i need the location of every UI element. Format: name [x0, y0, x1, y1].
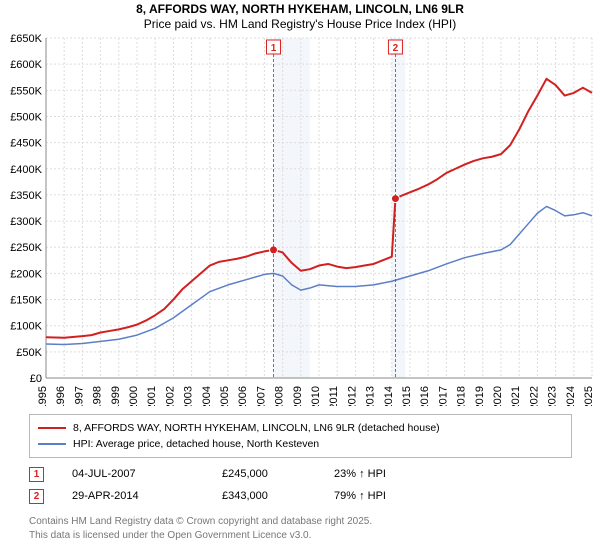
event-hpi: 79% ↑ HPI [334, 490, 386, 502]
event-date: 04-JUL-2007 [72, 468, 222, 480]
y-tick-label: £500K [10, 111, 42, 123]
x-tick-label: 2006 [237, 386, 249, 406]
event-date: 29-APR-2014 [72, 490, 222, 502]
x-tick-label: 2009 [292, 386, 304, 406]
x-tick-label: 1996 [55, 386, 67, 406]
event-number: 2 [29, 489, 44, 504]
y-tick-label: £650K [10, 34, 42, 45]
x-tick-label: 2012 [346, 386, 358, 406]
x-tick-label: 2020 [492, 386, 504, 406]
x-tick-label: 1997 [73, 386, 85, 406]
x-tick-label: 2005 [219, 386, 231, 406]
y-tick-label: £50K [16, 347, 42, 359]
legend: 8, AFFORDS WAY, NORTH HYKEHAM, LINCOLN, … [29, 414, 572, 458]
event-price: £245,000 [222, 468, 334, 480]
y-tick-label: £350K [10, 190, 42, 202]
x-tick-label: 2004 [201, 386, 213, 406]
event-number: 1 [29, 467, 44, 482]
x-tick-label: 2025 [583, 386, 595, 406]
x-tick-label: 2017 [437, 386, 449, 406]
x-tick-label: 2018 [456, 386, 468, 406]
x-tick-label: 2003 [183, 386, 195, 406]
sale-marker-number: 2 [393, 43, 399, 54]
x-tick-label: 2013 [365, 386, 377, 406]
x-tick-label: 2022 [528, 386, 540, 406]
x-tick-label: 2015 [401, 386, 413, 406]
chart-title-block: 8, AFFORDS WAY, NORTH HYKEHAM, LINCOLN, … [0, 0, 600, 31]
chart-area: £0 £50K £100K £150K £200K £250K £300K £350K £400… [0, 34, 600, 406]
x-tick-label: 2001 [146, 386, 158, 406]
attribution-footer: Contains HM Land Registry data © Crown c… [29, 515, 572, 542]
y-tick-label: £300K [10, 216, 42, 228]
y-tick-label: £400K [10, 164, 42, 176]
x-tick-label: 2024 [565, 386, 577, 406]
event-hpi: 23% ↑ HPI [334, 468, 386, 480]
chart-subtitle: Price paid vs. HM Land Registry's House … [0, 17, 600, 31]
x-tick-label: 1998 [92, 386, 104, 406]
y-tick-label: £0 [30, 373, 42, 385]
x-tick-label: 2010 [310, 386, 322, 406]
x-tick-label: 2014 [383, 386, 395, 406]
y-tick-label: £100K [10, 321, 42, 333]
x-tick-label: 2002 [164, 386, 176, 406]
event-row: 1 04-JUL-2007£245,00023% ↑ HPI [29, 463, 572, 485]
event-row: 2 29-APR-2014£343,00079% ↑ HPI [29, 485, 572, 507]
x-tick-label: 2023 [547, 386, 559, 406]
y-tick-label: £550K [10, 85, 42, 97]
legend-row: HPI: Average price, detached house, Nort… [38, 436, 563, 452]
x-tick-label: 1995 [37, 386, 49, 406]
x-tick-label: 2016 [419, 386, 431, 406]
event-price: £343,000 [222, 490, 334, 502]
x-tick-label: 2008 [274, 386, 286, 406]
x-tick-label: 2021 [510, 386, 522, 406]
x-tick-label: 2011 [328, 386, 340, 406]
recession-band [392, 38, 406, 378]
legend-label: HPI: Average price, detached house, Nort… [73, 438, 319, 450]
sale-events: 1 04-JUL-2007£245,00023% ↑ HPI 2 29-APR-201… [29, 463, 572, 507]
sale-marker-number: 1 [271, 43, 277, 54]
legend-swatch [38, 427, 66, 429]
y-tick-label: £200K [10, 268, 42, 280]
x-tick-label: 1999 [110, 386, 122, 406]
legend-row: 8, AFFORDS WAY, NORTH HYKEHAM, LINCOLN, … [38, 420, 563, 436]
y-tick-label: £150K [10, 295, 42, 307]
x-tick-label: 2000 [128, 386, 140, 406]
y-tick-label: £600K [10, 59, 42, 71]
y-tick-label: £450K [10, 138, 42, 150]
legend-swatch [38, 443, 66, 445]
recession-band [274, 38, 310, 378]
y-tick-label: £250K [10, 242, 42, 254]
legend-label: 8, AFFORDS WAY, NORTH HYKEHAM, LINCOLN, … [73, 422, 440, 434]
footer-line2: This data is licensed under the Open Gov… [29, 529, 572, 543]
footer-line1: Contains HM Land Registry data © Crown c… [29, 515, 572, 529]
plot-svg: £0 £50K £100K £150K £200K £250K £300K £350K £400… [0, 34, 600, 406]
x-tick-label: 2007 [255, 386, 267, 406]
x-tick-label: 2019 [474, 386, 486, 406]
chart-title: 8, AFFORDS WAY, NORTH HYKEHAM, LINCOLN, … [0, 2, 600, 16]
